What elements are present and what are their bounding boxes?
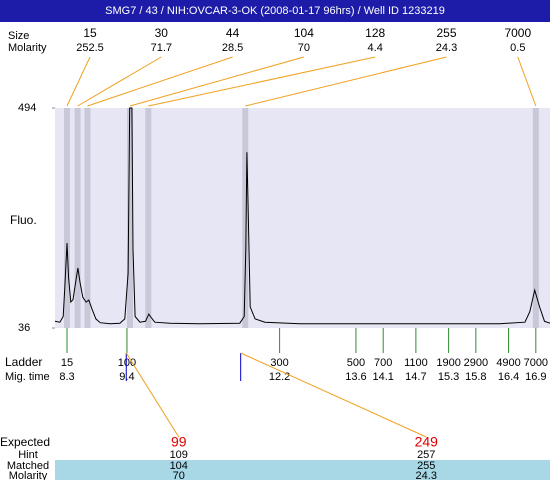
ladder-size: 2900: [464, 357, 488, 369]
expected-leader: [240, 352, 427, 438]
matched-value: 104: [170, 460, 188, 472]
y-tick-label: 36: [18, 322, 30, 334]
peak-band: [127, 108, 134, 328]
expected-value: 249: [415, 434, 439, 450]
peak-leader: [129, 56, 305, 107]
peak-size: 104: [294, 26, 314, 40]
ladder-size: 7000: [524, 357, 548, 369]
y-tick-label: 494: [18, 102, 36, 114]
peak-molarity: 70: [298, 42, 310, 54]
peak-molarity: 4.4: [368, 42, 383, 54]
ladder-size: 1100: [404, 357, 428, 369]
ladder-time: 16.9: [525, 371, 546, 383]
peak-molarity: 0.5: [510, 42, 525, 54]
fit-molarity-label: Molarity: [9, 470, 48, 480]
peak-band: [74, 108, 81, 328]
peak-leader: [66, 56, 91, 107]
trace: [54, 107, 550, 325]
title-bar: [0, 0, 550, 22]
ladder-time: 14.7: [405, 371, 426, 383]
peak-leader: [77, 56, 162, 107]
peak-size: 7000: [504, 26, 531, 40]
peak-size: 128: [365, 26, 385, 40]
ladder-time: 12.2: [269, 371, 290, 383]
expected-value: 99: [171, 434, 187, 450]
peak-leader: [245, 56, 447, 107]
matched-row-background: [55, 460, 550, 480]
ladder-size: 500: [347, 357, 365, 369]
size-row-label: Size: [8, 30, 29, 42]
hint-value: 109: [170, 449, 188, 461]
matched-value: 255: [417, 460, 435, 472]
molarity-row-label: Molarity: [8, 42, 47, 54]
expected-label: Expected: [0, 435, 50, 449]
ladder-size: 15: [61, 357, 73, 369]
peak-size: 255: [436, 26, 456, 40]
expected-leader: [125, 352, 180, 438]
ladder-time: 8.3: [59, 371, 74, 383]
ladder-label: Ladder: [5, 355, 42, 369]
peak-molarity: 71.7: [151, 42, 172, 54]
peak-band: [84, 108, 91, 328]
fit-molarity-value: 70: [173, 470, 185, 480]
peak-size: 44: [226, 26, 240, 40]
ladder-time: 14.1: [372, 371, 393, 383]
ladder-size: 300: [270, 357, 288, 369]
peak-size: 15: [83, 26, 97, 40]
peak-molarity: 24.3: [436, 42, 457, 54]
ladder-size: 1900: [436, 357, 460, 369]
peak-leader: [517, 56, 537, 107]
ladder-time: 15.3: [438, 371, 459, 383]
peak-molarity: 28.5: [222, 42, 243, 54]
peak-band: [63, 108, 70, 328]
ladder-time: 13.6: [345, 371, 366, 383]
peak-band: [145, 108, 152, 328]
peak-band: [242, 108, 249, 328]
hint-value: 257: [417, 449, 435, 461]
plot-area: [55, 108, 550, 328]
peak-band: [532, 108, 539, 328]
ladder-size: 4900: [496, 357, 520, 369]
chart-title: SMG7 / 43 / NIH:OVCAR-3-OK (2008-01-17 9…: [105, 5, 445, 17]
ladder-size: 700: [374, 357, 392, 369]
mig-time-label: Mig. time: [5, 371, 50, 383]
ladder-time: 16.4: [498, 371, 519, 383]
fit-molarity-value: 24.3: [416, 470, 437, 480]
peak-molarity: 252.5: [76, 42, 104, 54]
y-axis-label: Fluo.: [10, 213, 37, 227]
peak-size: 30: [155, 26, 169, 40]
peak-leader: [148, 56, 376, 107]
ladder-time: 15.8: [465, 371, 486, 383]
matched-label: Matched: [7, 460, 49, 472]
hint-label: Hint: [18, 449, 38, 461]
ladder-size: 100: [118, 357, 136, 369]
peak-leader: [87, 56, 233, 107]
ladder-time: 9.4: [119, 371, 134, 383]
